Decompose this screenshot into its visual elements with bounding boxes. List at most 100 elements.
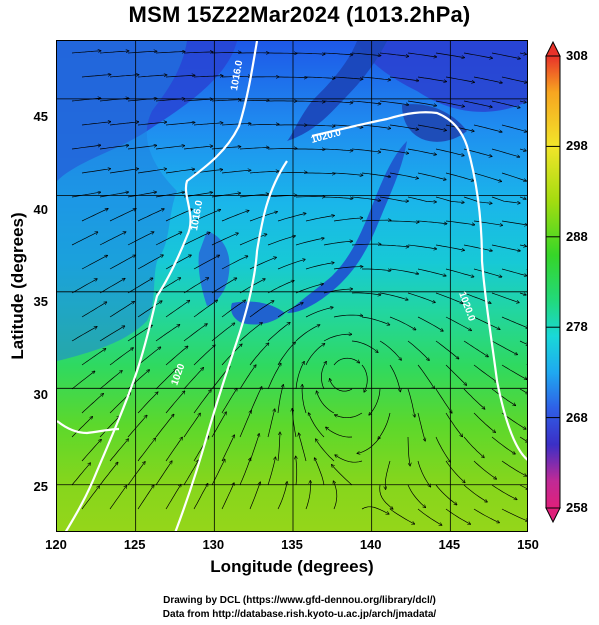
- streamline: [268, 53, 297, 54]
- streamline: [491, 292, 519, 303]
- streamline: [137, 438, 156, 462]
- streamline: [249, 171, 279, 174]
- streamline: [305, 307, 333, 318]
- streamline: [193, 210, 221, 222]
- streamline: [155, 232, 182, 246]
- streamline: [417, 460, 431, 487]
- honshu: [287, 141, 407, 313]
- streamline: [292, 409, 297, 438]
- cold-region-northeast: [357, 41, 527, 112]
- streamline: [183, 324, 207, 342]
- streamline: [165, 209, 192, 222]
- y-tick-label: 40: [33, 201, 48, 217]
- streamline: [351, 52, 381, 56]
- y-tick-label: 45: [33, 109, 48, 125]
- streamline: [333, 76, 363, 79]
- streamline: [183, 99, 213, 102]
- streamline: [501, 268, 527, 276]
- streamline: [351, 244, 381, 245]
- streamline: [81, 349, 106, 366]
- streamline: [155, 369, 177, 390]
- streamline: [323, 197, 353, 199]
- streamline: [463, 52, 492, 58]
- streamline: [239, 365, 256, 390]
- streamline: [361, 364, 368, 392]
- y-axis-title: Latitude (degrees): [8, 212, 27, 360]
- streamline: [165, 169, 195, 174]
- streamline: [81, 440, 101, 462]
- streamline: [71, 192, 100, 198]
- streamline: [193, 123, 223, 126]
- streamline: [295, 284, 323, 294]
- streamline: [193, 300, 217, 318]
- streamline: [299, 433, 307, 462]
- streamline: [183, 192, 212, 198]
- streamline: [99, 51, 129, 54]
- colorbar-tick-label: 308: [566, 48, 588, 63]
- streamline: [99, 326, 125, 342]
- streamline: [211, 147, 241, 150]
- streamline: [165, 122, 195, 126]
- streamline: [99, 371, 122, 390]
- streamline: [326, 427, 353, 438]
- contour-label: 1016.0: [189, 199, 205, 231]
- streamline: [221, 211, 249, 222]
- streamline: [305, 216, 334, 222]
- streamline: [109, 348, 133, 366]
- streamline: [278, 77, 307, 78]
- streamline: [155, 52, 185, 54]
- streamline: [417, 220, 447, 224]
- streamline: [332, 465, 353, 486]
- streamline: [309, 413, 325, 438]
- streamline: [211, 100, 241, 101]
- streamline: [193, 345, 215, 366]
- streamline: [473, 220, 503, 225]
- streamline: [389, 364, 400, 392]
- streamline: [379, 52, 409, 56]
- streamline: [165, 301, 190, 318]
- colorbar-tick-label: 288: [566, 228, 588, 244]
- colorbar-gradient: [545, 55, 561, 509]
- streamline: [99, 145, 129, 150]
- streamline: [221, 76, 251, 77]
- streamline: [351, 340, 378, 352]
- streamline: [379, 340, 401, 360]
- streamline: [333, 315, 363, 317]
- streamline: [81, 209, 108, 222]
- streamline: [295, 362, 304, 390]
- streamline: [491, 196, 520, 203]
- streamline: [519, 245, 526, 246]
- streamline: [221, 170, 251, 174]
- streamline: [362, 269, 391, 271]
- streamline: [321, 362, 326, 390]
- streamline: [435, 292, 463, 303]
- streamline: [445, 412, 463, 437]
- streamline: [315, 458, 325, 486]
- streamline: [361, 220, 391, 221]
- streamline: [193, 255, 219, 270]
- streamline: [305, 77, 335, 78]
- streamline: [473, 76, 502, 83]
- streamline: [165, 75, 195, 78]
- streamline: [295, 238, 324, 246]
- streamline: [501, 124, 527, 132]
- asian-continent: [57, 41, 187, 361]
- streamline: [81, 122, 111, 126]
- streamline: [127, 278, 153, 294]
- streamline: [501, 316, 527, 328]
- map-svg: 1016.0 1020.0 1020.0 1020 1016.0: [57, 41, 527, 531]
- streamline: [407, 436, 410, 466]
- streamline: [155, 325, 180, 342]
- streamline: [361, 316, 390, 325]
- streamline: [361, 506, 389, 514]
- streamline: [491, 388, 516, 406]
- streamline: [183, 278, 209, 294]
- streamline: [183, 52, 213, 53]
- streamline: [71, 51, 101, 54]
- streamline: [407, 148, 436, 155]
- streamline: [81, 394, 103, 414]
- y-tick-label: 30: [33, 386, 48, 402]
- streamline: [407, 340, 429, 360]
- map-plot-area: 1016.0 1020.0 1020.0 1020 1016.0: [56, 40, 528, 532]
- streamline: [317, 391, 335, 414]
